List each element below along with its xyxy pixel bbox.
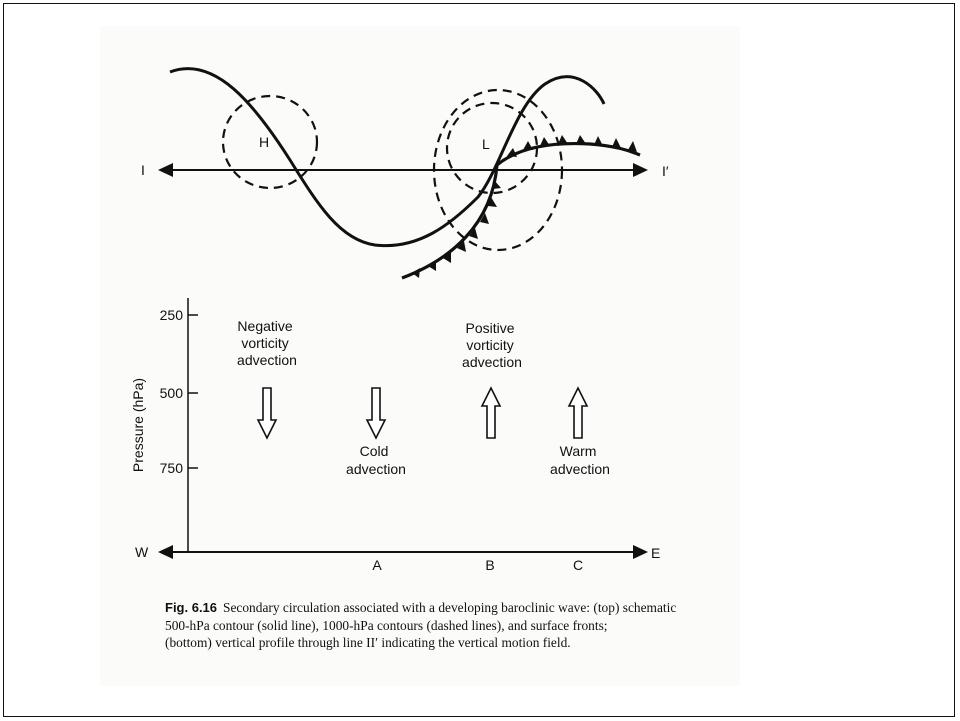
front-barbs: [412, 135, 637, 278]
y-tick-label: 750: [160, 460, 184, 476]
west-label: W: [135, 544, 149, 560]
vertical-profile: 250 500 750 Pressure (hPa) W E A B C Neg…: [130, 298, 660, 573]
caption-line: (bottom) vertical profile through line I…: [165, 635, 571, 650]
caption-line: 500-hPa contour (solid line), 1000-hPa c…: [165, 617, 608, 633]
caption-line: Fig. 6.16 Secondary circulation associate…: [165, 599, 735, 617]
line-end-label: I′: [662, 163, 669, 179]
cross-section-arrow-left: [158, 163, 173, 177]
plan-view: H L I I′: [141, 67, 669, 280]
surface-front: [401, 141, 641, 280]
rising-arrow-icon: [480, 386, 502, 439]
point-c-label: C: [573, 557, 583, 573]
high-pressure-contour: [221, 94, 319, 190]
figure-caption: Fig. 6.16 Secondary circulation associate…: [165, 599, 735, 652]
positive-vorticity-label: Positive vorticity advection: [462, 320, 522, 370]
low-label: L: [482, 136, 490, 152]
figure-number: Fig. 6.16: [165, 600, 218, 615]
warm-advection-label: Warm advection: [550, 443, 610, 477]
y-tick-label: 250: [160, 307, 184, 323]
negative-vorticity-label: Negative vorticity advection: [237, 318, 297, 368]
axis-arrow-east: [633, 545, 648, 559]
scanned-page: [100, 26, 740, 686]
cold-advection-label: Cold advection: [346, 443, 406, 477]
rising-arrow-icon: [567, 386, 589, 439]
high-label: H: [259, 134, 269, 150]
y-tick-label: 500: [160, 385, 184, 401]
axis-arrow-west: [158, 545, 173, 559]
east-label: E: [651, 545, 660, 561]
line-start-label: I: [141, 162, 145, 178]
y-axis-label: Pressure (hPa): [130, 378, 146, 472]
caption-text: Secondary circulation associated with a …: [223, 600, 677, 615]
cross-section-arrow-right: [633, 163, 648, 177]
sinking-arrow-icon: [365, 387, 387, 440]
point-b-label: B: [485, 557, 494, 573]
upper-level-contour: [169, 67, 606, 248]
low-pressure-contour-inner: [445, 101, 539, 195]
sinking-arrow-icon: [256, 387, 278, 440]
point-a-label: A: [372, 557, 382, 573]
